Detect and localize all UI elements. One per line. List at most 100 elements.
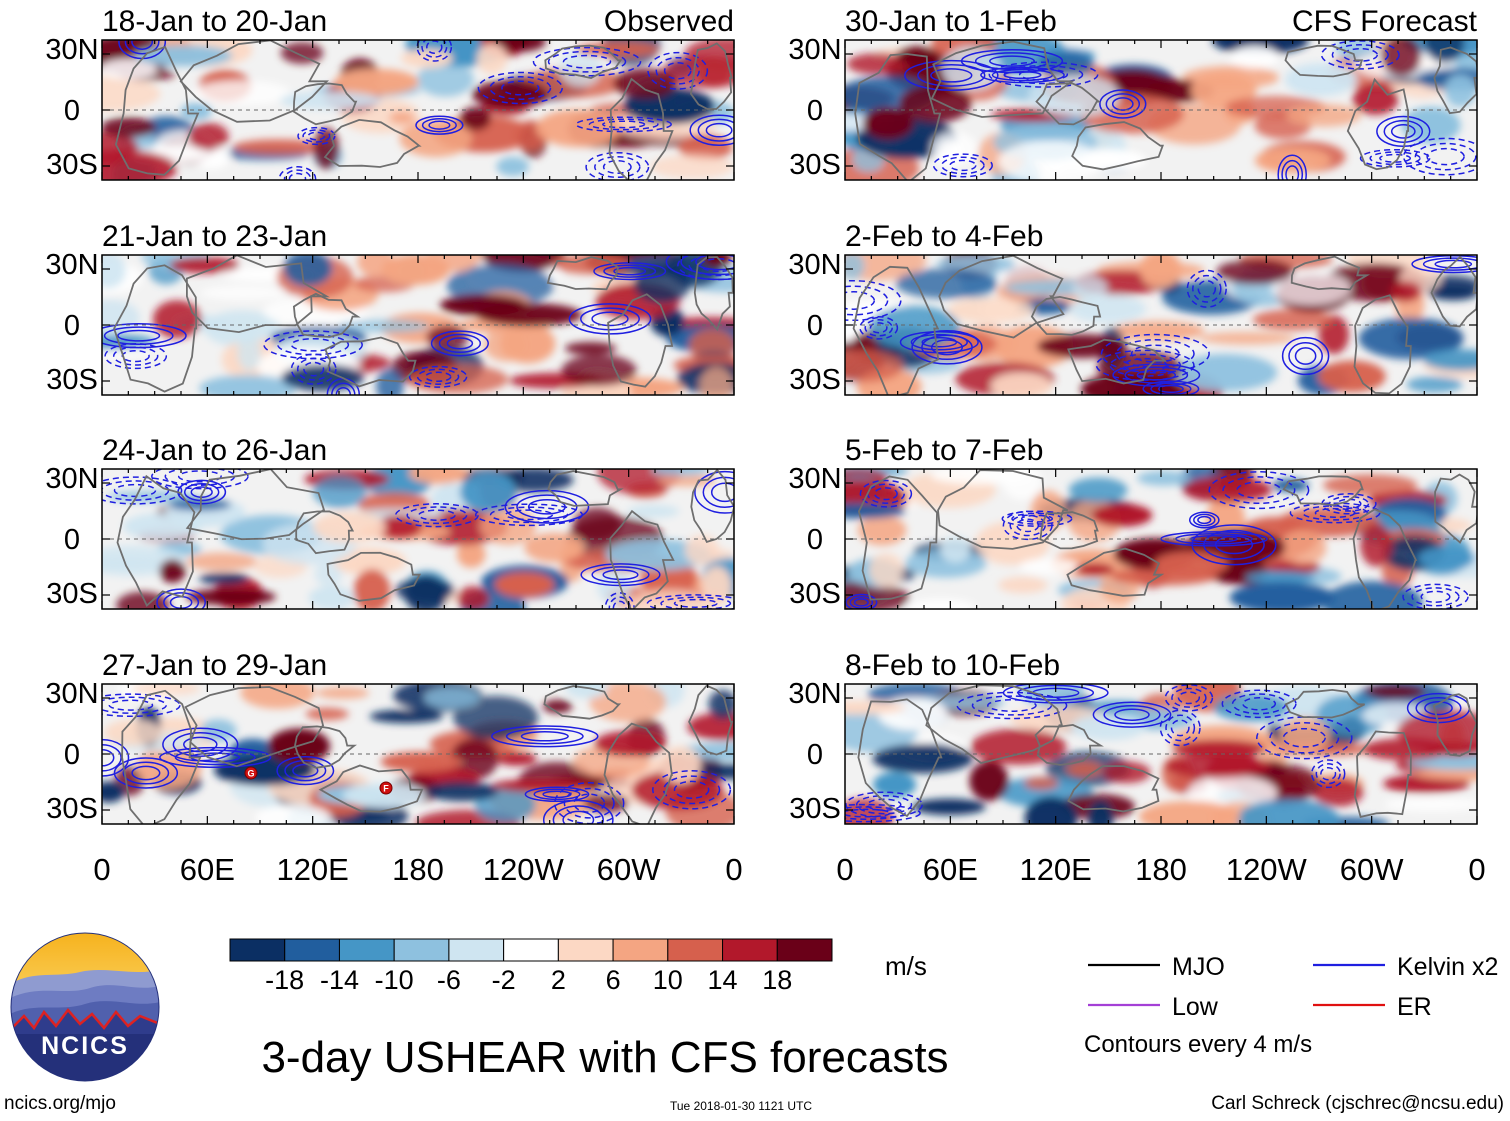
lat-label: 30S <box>46 149 98 181</box>
shear-field <box>102 684 734 824</box>
coastline <box>603 722 673 824</box>
kelvin-contour <box>1314 507 1356 518</box>
colorbar-swatch <box>612 938 669 962</box>
kelvin-contour <box>594 155 641 179</box>
kelvin-contour <box>602 120 646 129</box>
lat-label: 0 <box>64 524 80 556</box>
kelvin-contour <box>1095 349 1195 381</box>
lat-label: 30N <box>788 34 841 66</box>
kelvin-contour <box>1310 759 1346 789</box>
kelvin-contour <box>845 279 902 322</box>
coastline <box>547 470 624 507</box>
shear-field <box>845 255 1477 395</box>
colorbar-swatch <box>338 938 395 962</box>
kelvin-contour <box>159 746 272 768</box>
map-panel-obs-3: 30N 0 30S 27-Jan to 29-Jan <box>45 649 735 825</box>
kelvin-contour <box>520 731 569 742</box>
kelvin-contour <box>1099 89 1147 119</box>
legend-label: ER <box>1397 993 1432 1021</box>
kelvin-contour <box>910 333 968 351</box>
lon-label: 0 <box>1468 852 1485 887</box>
colorbar-label: 2 <box>551 965 566 995</box>
lat-label: 30S <box>789 578 841 610</box>
kelvin-contour <box>702 476 734 508</box>
kelvin-contour <box>477 71 563 105</box>
footer-url[interactable]: ncics.org/mjo <box>4 1093 116 1114</box>
kelvin-contour <box>680 255 734 276</box>
colorbar-swatch <box>229 938 286 962</box>
kelvin-contour <box>1422 257 1477 271</box>
kelvin-contour <box>1001 510 1073 527</box>
colorbar-swatch <box>448 938 505 962</box>
coastline <box>1346 77 1409 171</box>
kelvin-contour <box>1192 274 1222 303</box>
kelvin-contour <box>859 479 913 508</box>
colorbar-label: -18 <box>265 965 304 995</box>
kelvin-contour <box>562 54 612 69</box>
kelvin-contour <box>1221 689 1297 719</box>
panel-date-label: 8-Feb to 10-Feb <box>845 649 1060 682</box>
colorbar-label: -10 <box>375 965 414 995</box>
lat-label: 30S <box>789 793 841 825</box>
kelvin-contour <box>917 63 986 87</box>
kelvin-contour <box>971 695 1053 716</box>
panel-date-label: 24-Jan to 26-Jan <box>102 434 327 467</box>
coastline <box>1034 723 1104 766</box>
kelvin-contour <box>113 483 157 498</box>
kelvin-contour <box>1236 481 1282 499</box>
kelvin-contour <box>673 598 718 608</box>
kelvin-contour <box>504 509 554 521</box>
coastline <box>1035 82 1102 126</box>
coastline <box>690 469 734 543</box>
kelvin-contour <box>1197 280 1217 298</box>
colorbar-label: 6 <box>606 965 621 995</box>
lat-label: 0 <box>64 95 80 127</box>
kelvin-contour <box>1165 714 1196 742</box>
kelvin-contour <box>1100 333 1210 374</box>
lon-label: 120W <box>483 852 565 887</box>
kelvin-contour <box>568 303 652 335</box>
panel-date-label: 21-Jan to 23-Jan <box>102 220 327 253</box>
shear-field <box>102 40 734 180</box>
lat-label: 30N <box>45 249 98 281</box>
coastline <box>1284 44 1364 78</box>
kelvin-contour <box>1390 124 1416 139</box>
kelvin-contour <box>1320 766 1337 781</box>
coastline <box>323 118 422 168</box>
kelvin-contour <box>1383 119 1424 143</box>
kelvin-contour <box>695 255 734 271</box>
lon-label: 0 <box>93 852 110 887</box>
lon-label: 180 <box>1135 852 1187 887</box>
kelvin-contour <box>1020 514 1054 523</box>
kelvin-contour <box>1424 700 1453 716</box>
kelvin-contour <box>1222 476 1296 505</box>
map-panel-obs-0: 30N 0 30S 18-Jan to 20-Jan Observed <box>45 5 735 181</box>
kelvin-contour <box>491 725 599 748</box>
lat-label: 30S <box>789 149 841 181</box>
lon-label: 60W <box>597 852 661 887</box>
kelvin-contour <box>1003 64 1084 85</box>
kelvin-contour <box>263 330 363 360</box>
kelvin-contour <box>899 330 979 354</box>
kelvin-contour <box>873 487 898 501</box>
kelvin-contour <box>911 329 983 365</box>
kelvin-contour <box>1018 68 1069 81</box>
kelvin-contour <box>426 40 443 54</box>
longitude-axes: 0 60E 120E 180 120W 60W 0 0 60E 120E 180 120W 60W 0 <box>93 852 1485 887</box>
map-panel-obs-2: 30N 0 30S 24-Jan to 26-Jan <box>45 434 735 610</box>
coastline <box>318 764 424 813</box>
colorbar-swatch <box>503 938 559 962</box>
lon-label: 60E <box>180 852 235 887</box>
coastline <box>693 256 734 332</box>
kelvin-contour <box>602 569 639 581</box>
coastline <box>1353 730 1412 818</box>
coastline <box>1432 693 1477 757</box>
kelvin-contour <box>1320 40 1400 70</box>
kelvin-contour <box>1359 148 1431 168</box>
kelvin-contour <box>1188 511 1220 529</box>
coastline <box>1067 765 1160 813</box>
map-panel-fcst-2: 30N 0 30S 5-Feb to 7-Feb <box>788 434 1478 610</box>
kelvin-contour <box>1269 722 1340 754</box>
kelvin-contour <box>588 118 659 131</box>
kelvin-contour <box>562 810 595 824</box>
